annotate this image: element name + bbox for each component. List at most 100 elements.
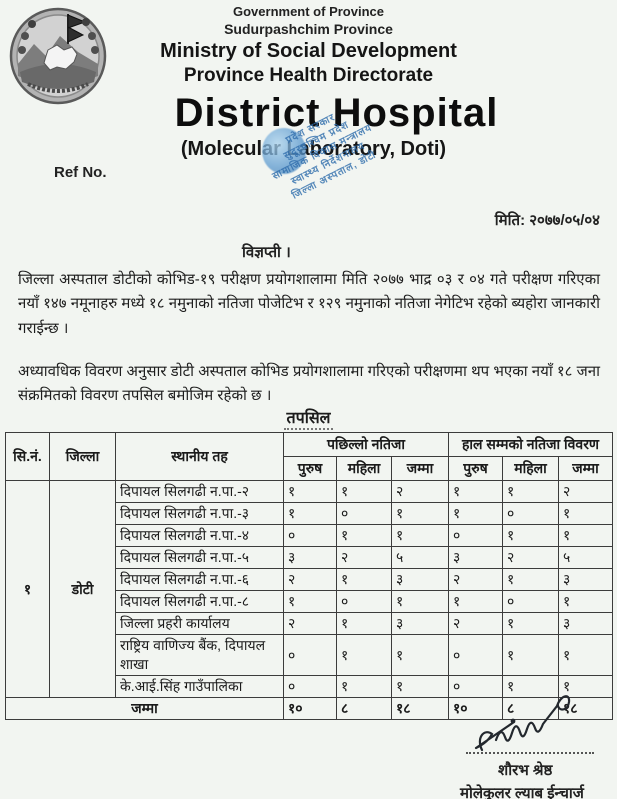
signatory-title: मोलेकुलर ल्याब ईन्चार्ज [460, 785, 584, 799]
value-cell: १ [391, 502, 449, 525]
table-row: १ डोटी दिपायल सिलगढी न.पा.-२ १ १ २ १ १ २ [5, 480, 614, 698]
value-cell: १ [502, 568, 559, 591]
value-cell: ३ [283, 546, 337, 569]
value-cell: ० [283, 675, 337, 698]
value-cell: २ [283, 568, 337, 591]
col-header-total-1: जम्मा [391, 456, 449, 481]
table-row: के.आई.सिंह गाउँपालिका ० १ १ ० १ १ [6, 675, 614, 698]
value-cell: १ [502, 634, 559, 676]
table-row: दिपायल सिलगढी न.पा.-५ ३ २ ५ ३ २ ५ [6, 546, 614, 569]
handwritten-signature [474, 695, 571, 752]
table-row: दिपायल सिलगढी न.पा.-४ ० १ १ ० १ १ [6, 524, 614, 547]
district-cell: डोटी [49, 480, 116, 698]
value-cell: ३ [557, 568, 614, 591]
value-cell: १ [557, 524, 614, 547]
value-cell: ० [283, 524, 337, 547]
local-level-cell: दिपायल सिलगढी न.पा.-२ [115, 480, 284, 503]
table-header-row-1: सि.नं. जिल्ला स्थानीय तह पछिल्लो नतिजा ह… [5, 432, 614, 481]
ref-no-label: Ref No. [54, 164, 107, 181]
value-cell: २ [448, 568, 503, 591]
hospital-title: District Hospital [174, 91, 499, 135]
lab-subtitle: (Molecular Laboratory, Doti) [180, 138, 447, 160]
paragraph-2: अध्यावधिक विवरण अनुसार डोटी अस्पताल कोभि… [18, 363, 600, 405]
signature-line [466, 750, 594, 754]
local-level-cell: दिपायल सिलगढी न.पा.-६ [115, 568, 284, 591]
total-value-cell: १० [448, 697, 503, 720]
value-cell: १ [336, 524, 392, 547]
value-cell: १ [502, 480, 559, 503]
paragraph-1: जिल्ला अस्पताल डोटीको कोभिड-१९ परीक्षण प… [18, 271, 600, 337]
value-cell: ० [502, 502, 559, 525]
signatory-name: शौरभ श्रेष्ठ [498, 762, 553, 779]
value-cell: ० [502, 590, 559, 613]
value-cell: २ [557, 480, 614, 503]
nepal-emblem-logo [9, 7, 107, 105]
local-level-cell: दिपायल सिलगढी न.पा.-४ [115, 524, 284, 547]
value-cell: १ [391, 675, 449, 698]
notice-heading: विज्ञप्ती । [242, 244, 291, 261]
col-header-district: जिल्ला [49, 432, 116, 481]
value-cell: १ [283, 502, 337, 525]
value-cell: ० [336, 590, 392, 613]
table-row: दिपायल सिलगढी न.पा.-८ १ ० १ १ ० १ [6, 590, 614, 613]
letterhead: Government of Province Sudurpashchim Pro… [0, 4, 617, 161]
value-cell: २ [336, 546, 392, 569]
value-cell: १ [336, 675, 392, 698]
value-cell: १ [557, 502, 614, 525]
ministry-name: Ministry of Social Development [160, 40, 457, 62]
value-cell: १ [391, 524, 449, 547]
value-cell: ३ [391, 612, 449, 635]
value-cell: २ [283, 612, 337, 635]
value-cell: १ [283, 590, 337, 613]
value-cell: १ [502, 612, 559, 635]
value-cell: १ [391, 634, 449, 676]
value-cell: ५ [557, 546, 614, 569]
table-caption-text: तपसिल [284, 410, 333, 430]
col-header-male-1: पुरुष [283, 456, 337, 481]
table-row: दिपायल सिलगढी न.पा.-३ १ ० १ १ ० १ [6, 502, 614, 525]
value-cell: ० [448, 524, 503, 547]
value-cell: २ [502, 546, 559, 569]
local-level-cell: के.आई.सिंह गाउँपालिका [115, 675, 284, 698]
col-header-female-1: महिला [336, 456, 392, 481]
date-line: मिति: २०७७/०५/०४ [494, 212, 600, 229]
value-cell: १ [283, 480, 337, 503]
gov-line-1: Government of Province [233, 4, 384, 19]
value-cell: १ [448, 590, 503, 613]
col-group-total-result: हाल सम्मको नतिजा विवरण [447, 432, 614, 457]
col-header-male-2: पुरुष [448, 456, 503, 481]
total-value-cell: ८ [336, 697, 392, 720]
sn-cell: १ [5, 480, 50, 698]
value-cell: १ [502, 524, 559, 547]
value-cell: १ [557, 634, 614, 676]
value-cell: ५ [391, 546, 449, 569]
value-cell: ० [336, 502, 392, 525]
local-level-cell: राष्ट्रिय वाणिज्य बैंक, दिपायल शाखा [115, 634, 284, 676]
value-cell: १ [448, 502, 503, 525]
directorate-name: Province Health Directorate [183, 65, 434, 86]
value-cell: ३ [448, 546, 503, 569]
col-header-total-2: जम्मा [557, 456, 614, 481]
value-cell: १ [557, 590, 614, 613]
col-header-female-2: महिला [502, 456, 559, 481]
value-cell: ० [283, 634, 337, 676]
value-cell: ० [448, 634, 503, 676]
local-level-cell: जिल्ला प्रहरी कार्यालय [115, 612, 284, 635]
local-level-cell: दिपायल सिलगढी न.पा.-८ [115, 590, 284, 613]
col-group-latest-result: पछिल्लो नतिजा [283, 432, 449, 457]
table-caption: तपसिल [0, 406, 617, 430]
table-total-row: जम्मा १० ८ १८ १० ८ १८ [5, 697, 614, 720]
value-cell: १ [448, 480, 503, 503]
local-level-cell: दिपायल सिलगढी न.पा.-३ [115, 502, 284, 525]
gov-line-2: Sudurpashchim Province [224, 21, 393, 37]
value-cell: २ [391, 480, 449, 503]
total-value-cell: १८ [557, 697, 614, 720]
total-label-cell: जम्मा [5, 697, 284, 720]
results-table: सि.नं. जिल्ला स्थानीय तह पछिल्लो नतिजा ह… [5, 432, 614, 720]
total-value-cell: १० [283, 697, 337, 720]
value-cell: १ [336, 480, 392, 503]
col-header-local-level: स्थानीय तह [115, 432, 284, 481]
value-cell: १ [336, 568, 392, 591]
total-value-cell: १८ [391, 697, 449, 720]
